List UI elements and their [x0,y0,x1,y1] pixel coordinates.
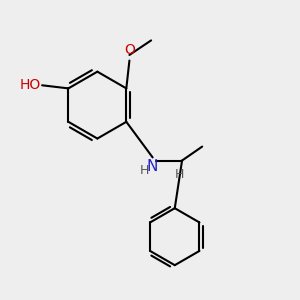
Text: H: H [175,168,184,181]
Text: N: N [147,159,158,174]
Text: HO: HO [19,78,40,92]
Text: H: H [139,164,149,177]
Text: O: O [124,43,135,57]
